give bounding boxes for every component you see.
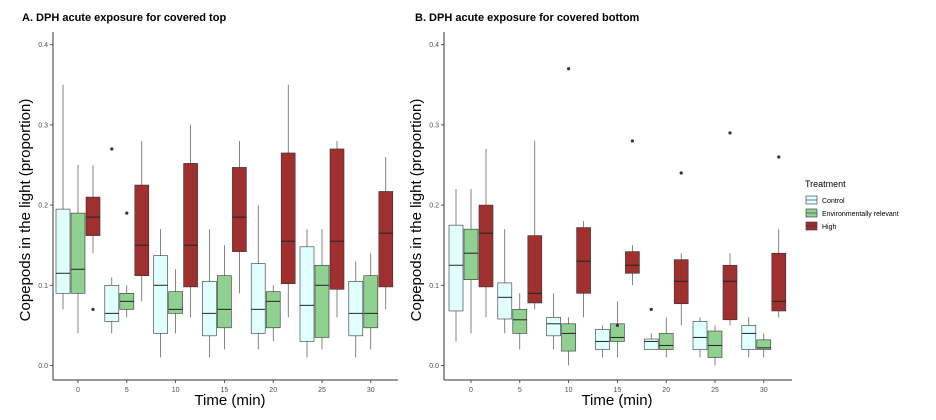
outlier-point (679, 171, 683, 175)
panel-b: B. DPH acute exposure for covered bottom… (408, 12, 792, 409)
panel-b-x-axis-title: Time (min) (581, 392, 652, 409)
outlier-point (615, 323, 620, 327)
panel-a: A. DPH acute exposure for covered top Ti… (17, 12, 398, 409)
legend-label: High (822, 224, 837, 231)
legend-label: Environmentally relevant (822, 211, 899, 218)
x-tick-label: 25 (711, 387, 719, 394)
box (250, 263, 266, 334)
box (70, 212, 86, 294)
x-tick-label: 25 (318, 387, 326, 394)
box (183, 163, 198, 288)
outlier-point (630, 139, 635, 143)
y-tick-label: 0.4 (38, 42, 48, 49)
x-tick-label: 10 (565, 387, 573, 394)
panel-a-x-axis-title: Time (min) (194, 392, 265, 409)
panel-a-plot-area: 0.0 0.1 0.2 0.3 0.4 0 5 10 15 20 25 30 (38, 32, 398, 394)
box (771, 252, 787, 312)
box (168, 291, 183, 314)
panel-a-title: A. DPH acute exposure for covered top (22, 12, 226, 24)
y-tick-label: 0.2 (38, 203, 48, 210)
y-tick-label: 0.4 (429, 42, 439, 49)
series-control (55, 84, 364, 358)
box (576, 227, 591, 294)
outlier-point (125, 211, 129, 215)
y-tick-label: 0.0 (38, 363, 48, 370)
series-high (85, 84, 394, 318)
x-tick-label: 20 (269, 387, 277, 394)
y-tick-label: 0.2 (429, 203, 439, 210)
outlier-point (649, 307, 653, 311)
box (561, 323, 576, 352)
outlier-point (777, 155, 781, 159)
box (280, 152, 296, 284)
legend-items: Control Environmentally relevant High (805, 195, 899, 231)
box (232, 167, 247, 252)
outlier-point (110, 147, 114, 151)
series-high (478, 131, 787, 326)
x-tick-label: 5 (125, 387, 129, 394)
box (497, 282, 513, 320)
box (299, 246, 315, 342)
x-tick-label: 5 (518, 387, 522, 394)
x-tick-label: 30 (367, 387, 375, 394)
y-tick-label: 0.1 (429, 283, 439, 290)
box (546, 317, 561, 337)
box (625, 251, 640, 274)
x-tick-label: 10 (172, 387, 180, 394)
outlier-point (728, 131, 732, 135)
box (314, 264, 330, 338)
series-environmentally-relevant (463, 67, 772, 366)
box (448, 224, 464, 312)
box (217, 275, 232, 329)
box (756, 339, 772, 350)
box (643, 338, 659, 350)
box (478, 204, 494, 288)
box (134, 184, 150, 276)
box (348, 280, 364, 337)
box (363, 275, 379, 329)
y-tick-label: 0.3 (38, 122, 48, 129)
x-tick-label: 15 (614, 387, 622, 394)
box (85, 196, 101, 236)
box (658, 333, 674, 350)
box (692, 321, 708, 350)
panel-b-title: B. DPH acute exposure for covered bottom (415, 12, 640, 24)
panel-b-y-axis-title: Copepods in the light (proportion) (408, 99, 425, 322)
legend: Treatment Control Environmentally relevan… (805, 179, 899, 231)
series-environmentally-relevant (70, 165, 379, 350)
legend-label: Control (822, 198, 845, 205)
series-control (448, 189, 757, 358)
box (595, 329, 610, 350)
box (153, 255, 168, 334)
panel-b-plot-area: 0.0 0.1 0.2 0.3 0.4 0 5 10 15 20 25 30 (429, 32, 792, 394)
box (378, 191, 394, 288)
box (707, 330, 723, 358)
box (202, 280, 217, 337)
box (55, 208, 71, 294)
x-tick-label: 0 (76, 387, 80, 394)
box (512, 309, 528, 334)
x-tick-label: 0 (469, 387, 473, 394)
x-tick-label: 30 (760, 387, 768, 394)
panel-a-y-axis-title: Copepods in the light (proportion) (17, 99, 34, 322)
y-tick-label: 0.0 (429, 363, 439, 370)
y-tick-label: 0.3 (429, 122, 439, 129)
legend-title: Treatment (805, 179, 846, 189)
box (741, 325, 757, 350)
box (463, 228, 479, 280)
box (265, 291, 281, 329)
outlier-point (567, 67, 571, 71)
x-tick-label: 15 (221, 387, 229, 394)
box (527, 235, 543, 304)
box (329, 148, 345, 290)
box (104, 284, 120, 322)
outlier-point (91, 307, 95, 311)
box (722, 264, 738, 321)
x-tick-label: 20 (662, 387, 670, 394)
y-tick-label: 0.1 (38, 283, 48, 290)
